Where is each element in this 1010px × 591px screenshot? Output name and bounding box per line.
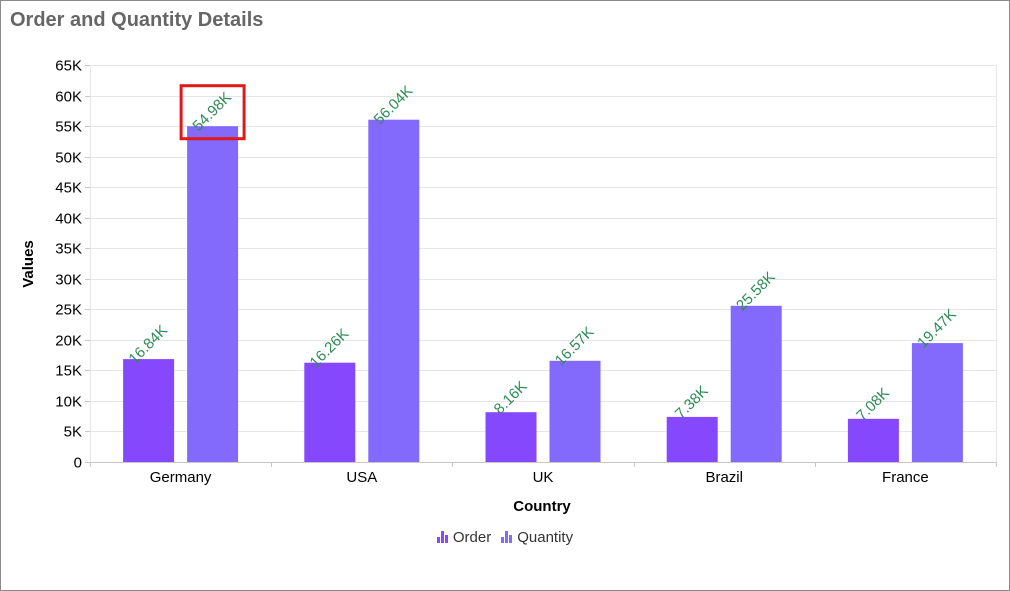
- bar-order-germany: [123, 359, 175, 462]
- y-tick-label: 20K: [55, 333, 82, 350]
- x-tick-label: Germany: [150, 469, 212, 486]
- y-tick-label: 65K: [55, 58, 82, 75]
- bar-quantity-usa: [368, 119, 420, 462]
- bar-chart-icon: [436, 531, 449, 543]
- bar-quantity-germany: [187, 126, 239, 462]
- bar-order-usa: [304, 362, 356, 462]
- y-tick-labels: 0 5K 10K 15K 20K 25K 30K 35K 40K 45K 50K 55K 60K 65K: [55, 58, 82, 472]
- bar-quantity-france: [911, 343, 963, 462]
- x-tick-label: Brazil: [705, 469, 743, 486]
- grid-lines: [85, 65, 997, 463]
- legend-order-swatch-c: [444, 535, 448, 543]
- y-tick-label: 35K: [55, 241, 82, 258]
- bar-order-brazil: [666, 416, 718, 462]
- y-tick-label: 55K: [55, 119, 82, 136]
- legend-order-swatch-a: [436, 537, 440, 543]
- y-tick-label: 0: [74, 455, 82, 472]
- bar-quantity-brazil: [730, 305, 782, 462]
- legend-quantity-swatch-c: [509, 535, 513, 543]
- y-tick-label: 45K: [55, 180, 82, 197]
- y-tick-label: 10K: [55, 394, 82, 411]
- x-axis: Germany USA UK Brazil France: [90, 462, 997, 486]
- chart-title: Order and Quantity Details: [10, 9, 264, 31]
- bar-order-france: [847, 418, 899, 462]
- legend-quantity-swatch-a: [501, 537, 505, 543]
- legend-label-order: Order: [452, 528, 492, 546]
- y-tick-label: 30K: [55, 272, 82, 289]
- y-tick-label: 50K: [55, 150, 82, 167]
- x-tick-label: USA: [346, 469, 377, 486]
- x-tick-label: France: [882, 469, 929, 486]
- bar-chart-icon: [501, 531, 513, 543]
- highlight-box: [179, 84, 246, 141]
- bars: [123, 119, 963, 462]
- legend: Order Quantity: [1, 527, 1009, 547]
- x-tick-label: UK: [533, 469, 554, 486]
- data-label-order-uk: 8.16K: [491, 378, 531, 418]
- legend-order-swatch-b: [440, 531, 444, 543]
- bar-order-uk: [485, 412, 537, 462]
- legend-item-quantity[interactable]: Quantity: [501, 529, 573, 546]
- data-label-order-brazil: 7.38K: [672, 383, 712, 423]
- x-axis-title: Country: [513, 498, 571, 515]
- y-axis-title: Values: [20, 240, 37, 288]
- data-labels: 16.84K54.98K16.26K56.04K8.16K16.57K7.38K…: [125, 83, 959, 425]
- y-tick-label: 5K: [64, 424, 82, 441]
- y-tick-label: 60K: [55, 89, 82, 106]
- y-tick-label: 25K: [55, 302, 82, 319]
- y-tick-label: 15K: [55, 363, 82, 380]
- y-tick-label: 40K: [55, 211, 82, 228]
- legend-quantity-swatch-b: [505, 531, 509, 543]
- data-label-order-france: 7.08K: [853, 385, 893, 425]
- bar-quantity-uk: [549, 360, 601, 462]
- legend-label-quantity: Quantity: [517, 528, 574, 546]
- legend-item-order[interactable]: Order: [436, 528, 492, 546]
